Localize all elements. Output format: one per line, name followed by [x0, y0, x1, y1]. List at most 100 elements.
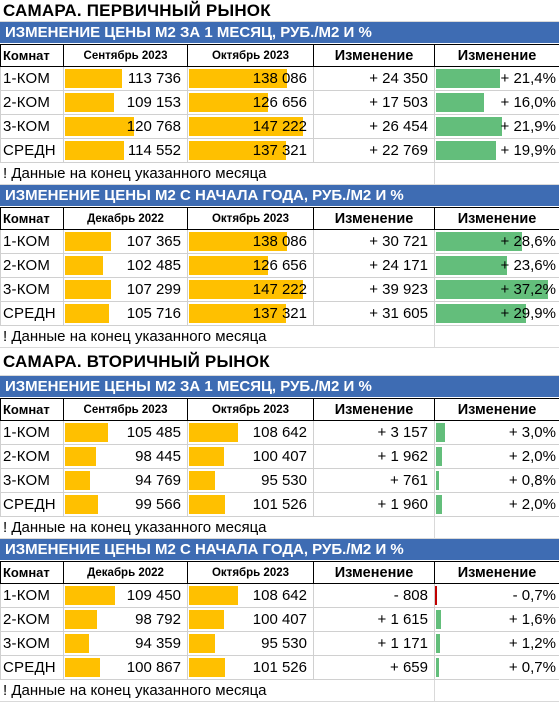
report-sheet: САМАРА. ПЕРВИЧНЫЙ РЫНОК ИЗМЕНЕНИЕ ЦЕНЫ М…: [0, 0, 559, 702]
change-pct-cell: + 28,6%: [434, 229, 559, 254]
price-end-value: 100 407: [252, 611, 307, 628]
change-pct-value: + 0,8%: [508, 472, 556, 489]
price-bar: [189, 447, 224, 466]
change-abs-value: + 22 769: [313, 138, 435, 163]
change-pct-cell: + 2,0%: [434, 492, 559, 517]
change-pct-cell: + 3,0%: [434, 420, 559, 445]
price-bar: [189, 69, 287, 88]
column-header-rooms: Комнат: [0, 561, 64, 584]
change-pct-cell: + 19,9%: [434, 138, 559, 163]
price-start-value: 100 867: [126, 659, 181, 676]
price-end-cell: 138 086: [187, 229, 314, 254]
pct-bar: [436, 93, 484, 112]
change-pct-value: + 19,9%: [500, 142, 556, 159]
market-title: САМАРА. ВТОРИЧНЫЙ РЫНОК: [0, 348, 559, 376]
price-bar: [65, 141, 124, 160]
column-header-period-start: Декабрь 2022: [63, 207, 188, 230]
room-label: 2-КОМ: [0, 607, 64, 632]
price-table: Комнат Сентябрь 2023 Октябрь 2023 Измене…: [0, 398, 559, 517]
price-end-cell: 108 642: [187, 420, 314, 445]
price-end-cell: 137 321: [187, 138, 314, 163]
price-start-cell: 98 792: [63, 607, 188, 632]
pct-bar: [436, 447, 442, 466]
price-start-value: 94 359: [135, 635, 181, 652]
price-bar: [65, 634, 89, 653]
price-start-value: 107 365: [126, 233, 181, 250]
change-pct-cell: + 29,9%: [434, 301, 559, 326]
price-end-value: 137 321: [252, 305, 307, 322]
table-row: 2-КОМ 109 153 126 656 + 17 503 + 16,0%: [0, 90, 559, 115]
price-end-value: 108 642: [252, 424, 307, 441]
price-bar: [65, 280, 111, 299]
change-abs-value: + 1 171: [313, 631, 435, 656]
price-end-value: 95 530: [261, 472, 307, 489]
column-header-change-pct: Изменение: [434, 207, 559, 230]
change-pct-value: + 0,7%: [508, 659, 556, 676]
column-header-change-pct: Изменение: [434, 398, 559, 421]
change-pct-cell: + 1,2%: [434, 631, 559, 656]
change-abs-value: + 39 923: [313, 277, 435, 302]
price-start-value: 109 153: [126, 94, 181, 111]
change-pct-value: + 3,0%: [508, 424, 556, 441]
change-pct-value: + 1,2%: [508, 635, 556, 652]
column-header-change-abs: Изменение: [313, 398, 435, 421]
change-pct-cell: - 0,7%: [434, 583, 559, 608]
change-abs-value: + 24 350: [313, 66, 435, 91]
price-start-value: 102 485: [126, 257, 181, 274]
price-start-value: 99 566: [135, 496, 181, 513]
price-start-value: 98 792: [135, 611, 181, 628]
pct-bar: [436, 471, 439, 490]
price-bar: [189, 610, 224, 629]
price-start-value: 98 445: [135, 448, 181, 465]
price-end-value: 137 321: [252, 142, 307, 159]
column-header-rooms: Комнат: [0, 44, 64, 67]
column-header-change-abs: Изменение: [313, 44, 435, 67]
section-header: ИЗМЕНЕНИЕ ЦЕНЫ М2 ЗА 1 МЕСЯЦ, РУБ./М2 И …: [0, 376, 559, 398]
change-pct-value: + 21,4%: [500, 70, 556, 87]
price-start-cell: 114 552: [63, 138, 188, 163]
change-abs-value: - 808: [313, 583, 435, 608]
change-pct-cell: + 37,2%: [434, 277, 559, 302]
price-end-cell: 108 642: [187, 583, 314, 608]
price-bar: [189, 141, 286, 160]
price-bar: [65, 423, 108, 442]
room-label: 1-КОМ: [0, 229, 64, 254]
change-pct-value: + 21,9%: [500, 118, 556, 135]
price-end-cell: 101 526: [187, 655, 314, 680]
change-abs-value: + 24 171: [313, 253, 435, 278]
pct-bar: [436, 495, 442, 514]
price-start-cell: 94 769: [63, 468, 188, 493]
price-start-cell: 105 716: [63, 301, 188, 326]
price-end-value: 126 656: [252, 257, 307, 274]
column-header-period-end: Октябрь 2023: [187, 44, 314, 67]
price-bar: [189, 658, 225, 677]
price-start-cell: 105 485: [63, 420, 188, 445]
price-bar: [65, 495, 98, 514]
pct-bar: [436, 610, 441, 629]
price-start-cell: 107 365: [63, 229, 188, 254]
market-title: САМАРА. ПЕРВИЧНЫЙ РЫНОК: [0, 0, 559, 22]
price-bar: [65, 586, 115, 605]
price-start-value: 114 552: [127, 142, 181, 159]
room-label: СРЕДН: [0, 492, 64, 517]
price-bar: [189, 232, 287, 251]
price-start-cell: 109 153: [63, 90, 188, 115]
pct-bar: [436, 634, 440, 653]
column-header-period-start: Сентябрь 2023: [63, 398, 188, 421]
price-end-cell: 147 222: [187, 114, 314, 139]
change-pct-value: + 29,9%: [500, 305, 556, 322]
price-bar: [65, 610, 97, 629]
price-end-value: 138 086: [252, 233, 307, 250]
pct-bar: [436, 69, 500, 88]
table-row: 2-КОМ 98 792 100 407 + 1 615 + 1,6%: [0, 607, 559, 632]
change-pct-value: - 0,7%: [512, 587, 556, 604]
change-abs-value: + 17 503: [313, 90, 435, 115]
room-label: 3-КОМ: [0, 631, 64, 656]
change-abs-value: + 1 962: [313, 444, 435, 469]
price-end-cell: 100 407: [187, 607, 314, 632]
price-bar: [189, 117, 303, 136]
pct-bar: [436, 117, 502, 136]
price-bar: [65, 232, 111, 251]
price-end-value: 95 530: [261, 635, 307, 652]
price-bar: [189, 256, 268, 275]
